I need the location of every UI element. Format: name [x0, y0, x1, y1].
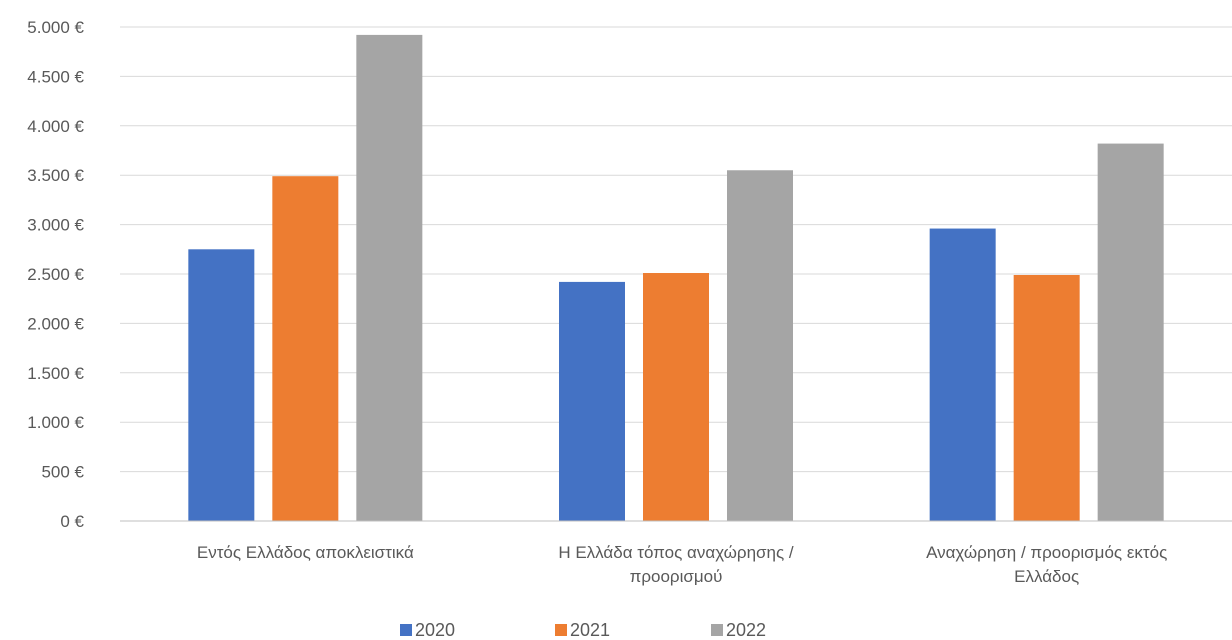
legend-label-2021: 2021	[570, 620, 611, 640]
bar-chart: 0 € 500 € 1.000 € 1.500 € 2.000 € 2.500 € 3.00…	[27, 18, 1232, 586]
y-tick-label: 5.000 €	[27, 18, 84, 37]
bar-2020-2	[929, 228, 996, 521]
y-axis-tick-labels: 0 € 500 € 1.000 € 1.500 € 2.000 € 2.500 € 3.00…	[27, 18, 84, 531]
x-category-label: Αναχώρηση / προορισμός εκτός	[926, 543, 1167, 562]
y-tick-label: 3.000 €	[27, 216, 84, 235]
y-tick-label: 2.500 €	[27, 265, 84, 284]
bar-2021-0	[272, 176, 339, 522]
bar-2020-1	[559, 281, 625, 521]
legend-swatch-2021	[555, 624, 567, 636]
legend-label-2020: 2020	[415, 620, 456, 640]
x-category-label: Εντός Ελλάδος αποκλειστικά	[197, 543, 414, 562]
y-tick-label: 1.500 €	[27, 364, 84, 383]
bar-2021-1	[643, 273, 709, 521]
bar-2022-2	[1097, 143, 1164, 522]
legend-swatch-2020	[400, 624, 412, 636]
y-tick-label: 1.000 €	[27, 413, 84, 432]
legend-item-2022: 2022	[711, 620, 766, 640]
x-category-label: Η Ελλάδα τόπος αναχώρησης /	[558, 543, 794, 562]
y-tick-label: 4.000 €	[27, 117, 84, 136]
y-tick-label: 500 €	[41, 463, 84, 482]
legend-swatch-2022	[711, 624, 723, 636]
bar-2020-0	[188, 249, 255, 522]
y-tick-label: 0 €	[60, 512, 84, 531]
legend-label-2022: 2022	[726, 620, 767, 640]
y-tick-label: 3.500 €	[27, 166, 84, 185]
y-tick-label: 2.000 €	[27, 314, 84, 333]
x-category-label: προορισμού	[630, 567, 723, 586]
legend-item-2020: 2020	[400, 620, 455, 640]
bar-2021-2	[1013, 274, 1080, 521]
x-axis-category-labels: Εντός Ελλάδος αποκλειστικά Η Ελλάδα τόπος…	[197, 543, 1167, 586]
legend-item-2021: 2021	[555, 620, 610, 640]
bar-2022-0	[356, 34, 423, 522]
x-category-label: Ελλάδος	[1014, 567, 1079, 586]
y-tick-label: 4.500 €	[27, 67, 84, 86]
bars	[188, 34, 1164, 522]
bar-2022-1	[727, 170, 793, 521]
legend: 2020 2021 2022	[0, 620, 1232, 640]
